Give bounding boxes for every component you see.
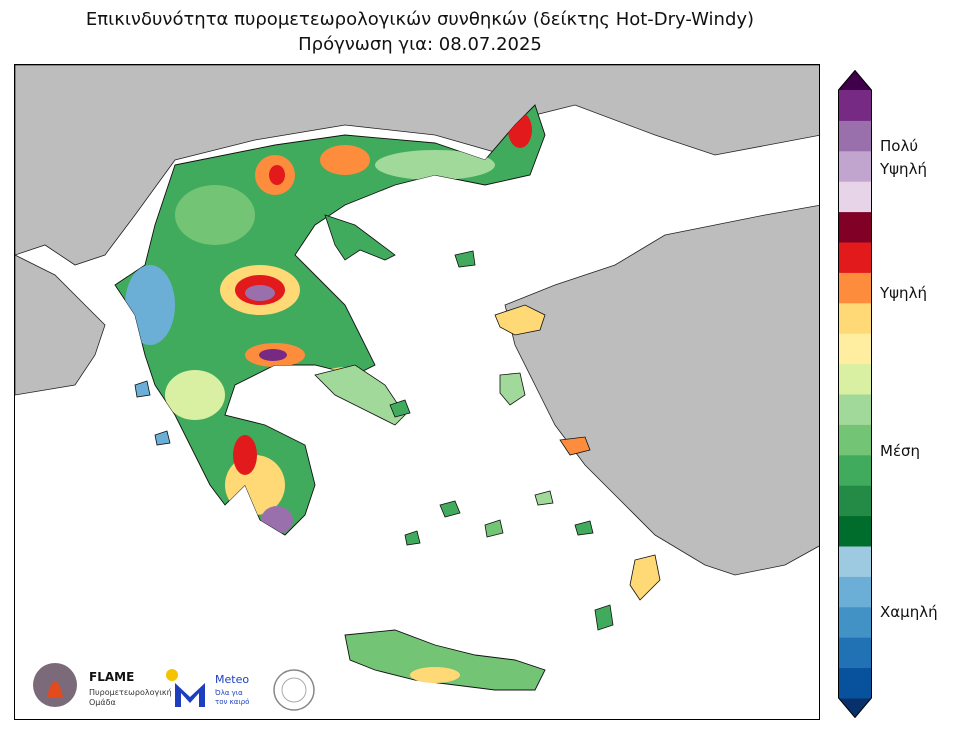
aegean-islands — [134, 250, 661, 631]
chalkidiki — [324, 214, 396, 261]
colorbar-segment — [838, 667, 872, 699]
colorbar-segment — [838, 454, 872, 486]
colorbar-segment — [838, 394, 872, 425]
crete — [344, 629, 546, 691]
meteo-sub2: τον καιρό — [215, 698, 249, 706]
colorbar-segment — [838, 90, 872, 121]
colorbar-segment — [838, 242, 872, 273]
colorbar-segment — [838, 302, 872, 334]
colorbar-segment — [838, 181, 872, 213]
greece-hdw-map: FLAME Πυρομετεωρολογική Ομάδα Meteo Όλα … — [15, 65, 819, 711]
neighbour-land — [15, 65, 819, 576]
colorbar-segment — [838, 150, 872, 182]
flame-sub1: Πυρομετεωρολογική — [89, 688, 172, 697]
forecast-date: Πρόγνωση για: 08.07.2025 — [298, 34, 542, 55]
meteo-logo-icon — [175, 683, 205, 707]
meteo-sun-icon — [166, 669, 178, 681]
colorbar-segment — [838, 546, 872, 577]
map-panel: FLAME Πυρομετεωρολογική Ομάδα Meteo Όλα … — [14, 64, 820, 720]
colorbar-segment — [838, 272, 872, 304]
crete-hotspot — [410, 667, 460, 683]
colorbar-segment — [838, 363, 872, 395]
greece-land — [114, 104, 546, 536]
logos: FLAME Πυρομετεωρολογική Ομάδα Meteo Όλα … — [33, 663, 315, 711]
label-very-high-line1: Πολύ — [880, 137, 919, 155]
colorbar-segment — [838, 424, 872, 456]
meteo-sub1: Όλα για — [214, 689, 243, 697]
label-very-high-line2: Υψηλή — [880, 160, 927, 178]
university-seal-icon — [273, 669, 315, 711]
colorbar-segment — [838, 576, 872, 608]
label-high: Υψηλή — [880, 284, 927, 302]
colorbar-segment — [838, 485, 872, 517]
map-title: Επικινδυνότητα πυρομετεωρολογικών συνθηκ… — [85, 9, 755, 30]
meteo-title: Meteo — [215, 673, 249, 686]
colorbar-max-extend — [838, 70, 872, 90]
label-low: Χαμηλή — [880, 603, 938, 621]
colorbar — [838, 70, 872, 718]
flame-title: FLAME — [89, 670, 134, 684]
colorbar-segment — [838, 637, 872, 669]
colorbar-segment — [838, 120, 872, 152]
flame-sub2: Ομάδα — [89, 698, 116, 707]
colorbar-segment — [838, 606, 872, 638]
colorbar-segment — [838, 333, 872, 365]
evia — [314, 364, 406, 426]
label-medium: Μέση — [880, 442, 921, 460]
colorbar-segment — [838, 211, 872, 243]
colorbar-min-extend — [838, 698, 872, 718]
colorbar-segment — [838, 515, 872, 547]
